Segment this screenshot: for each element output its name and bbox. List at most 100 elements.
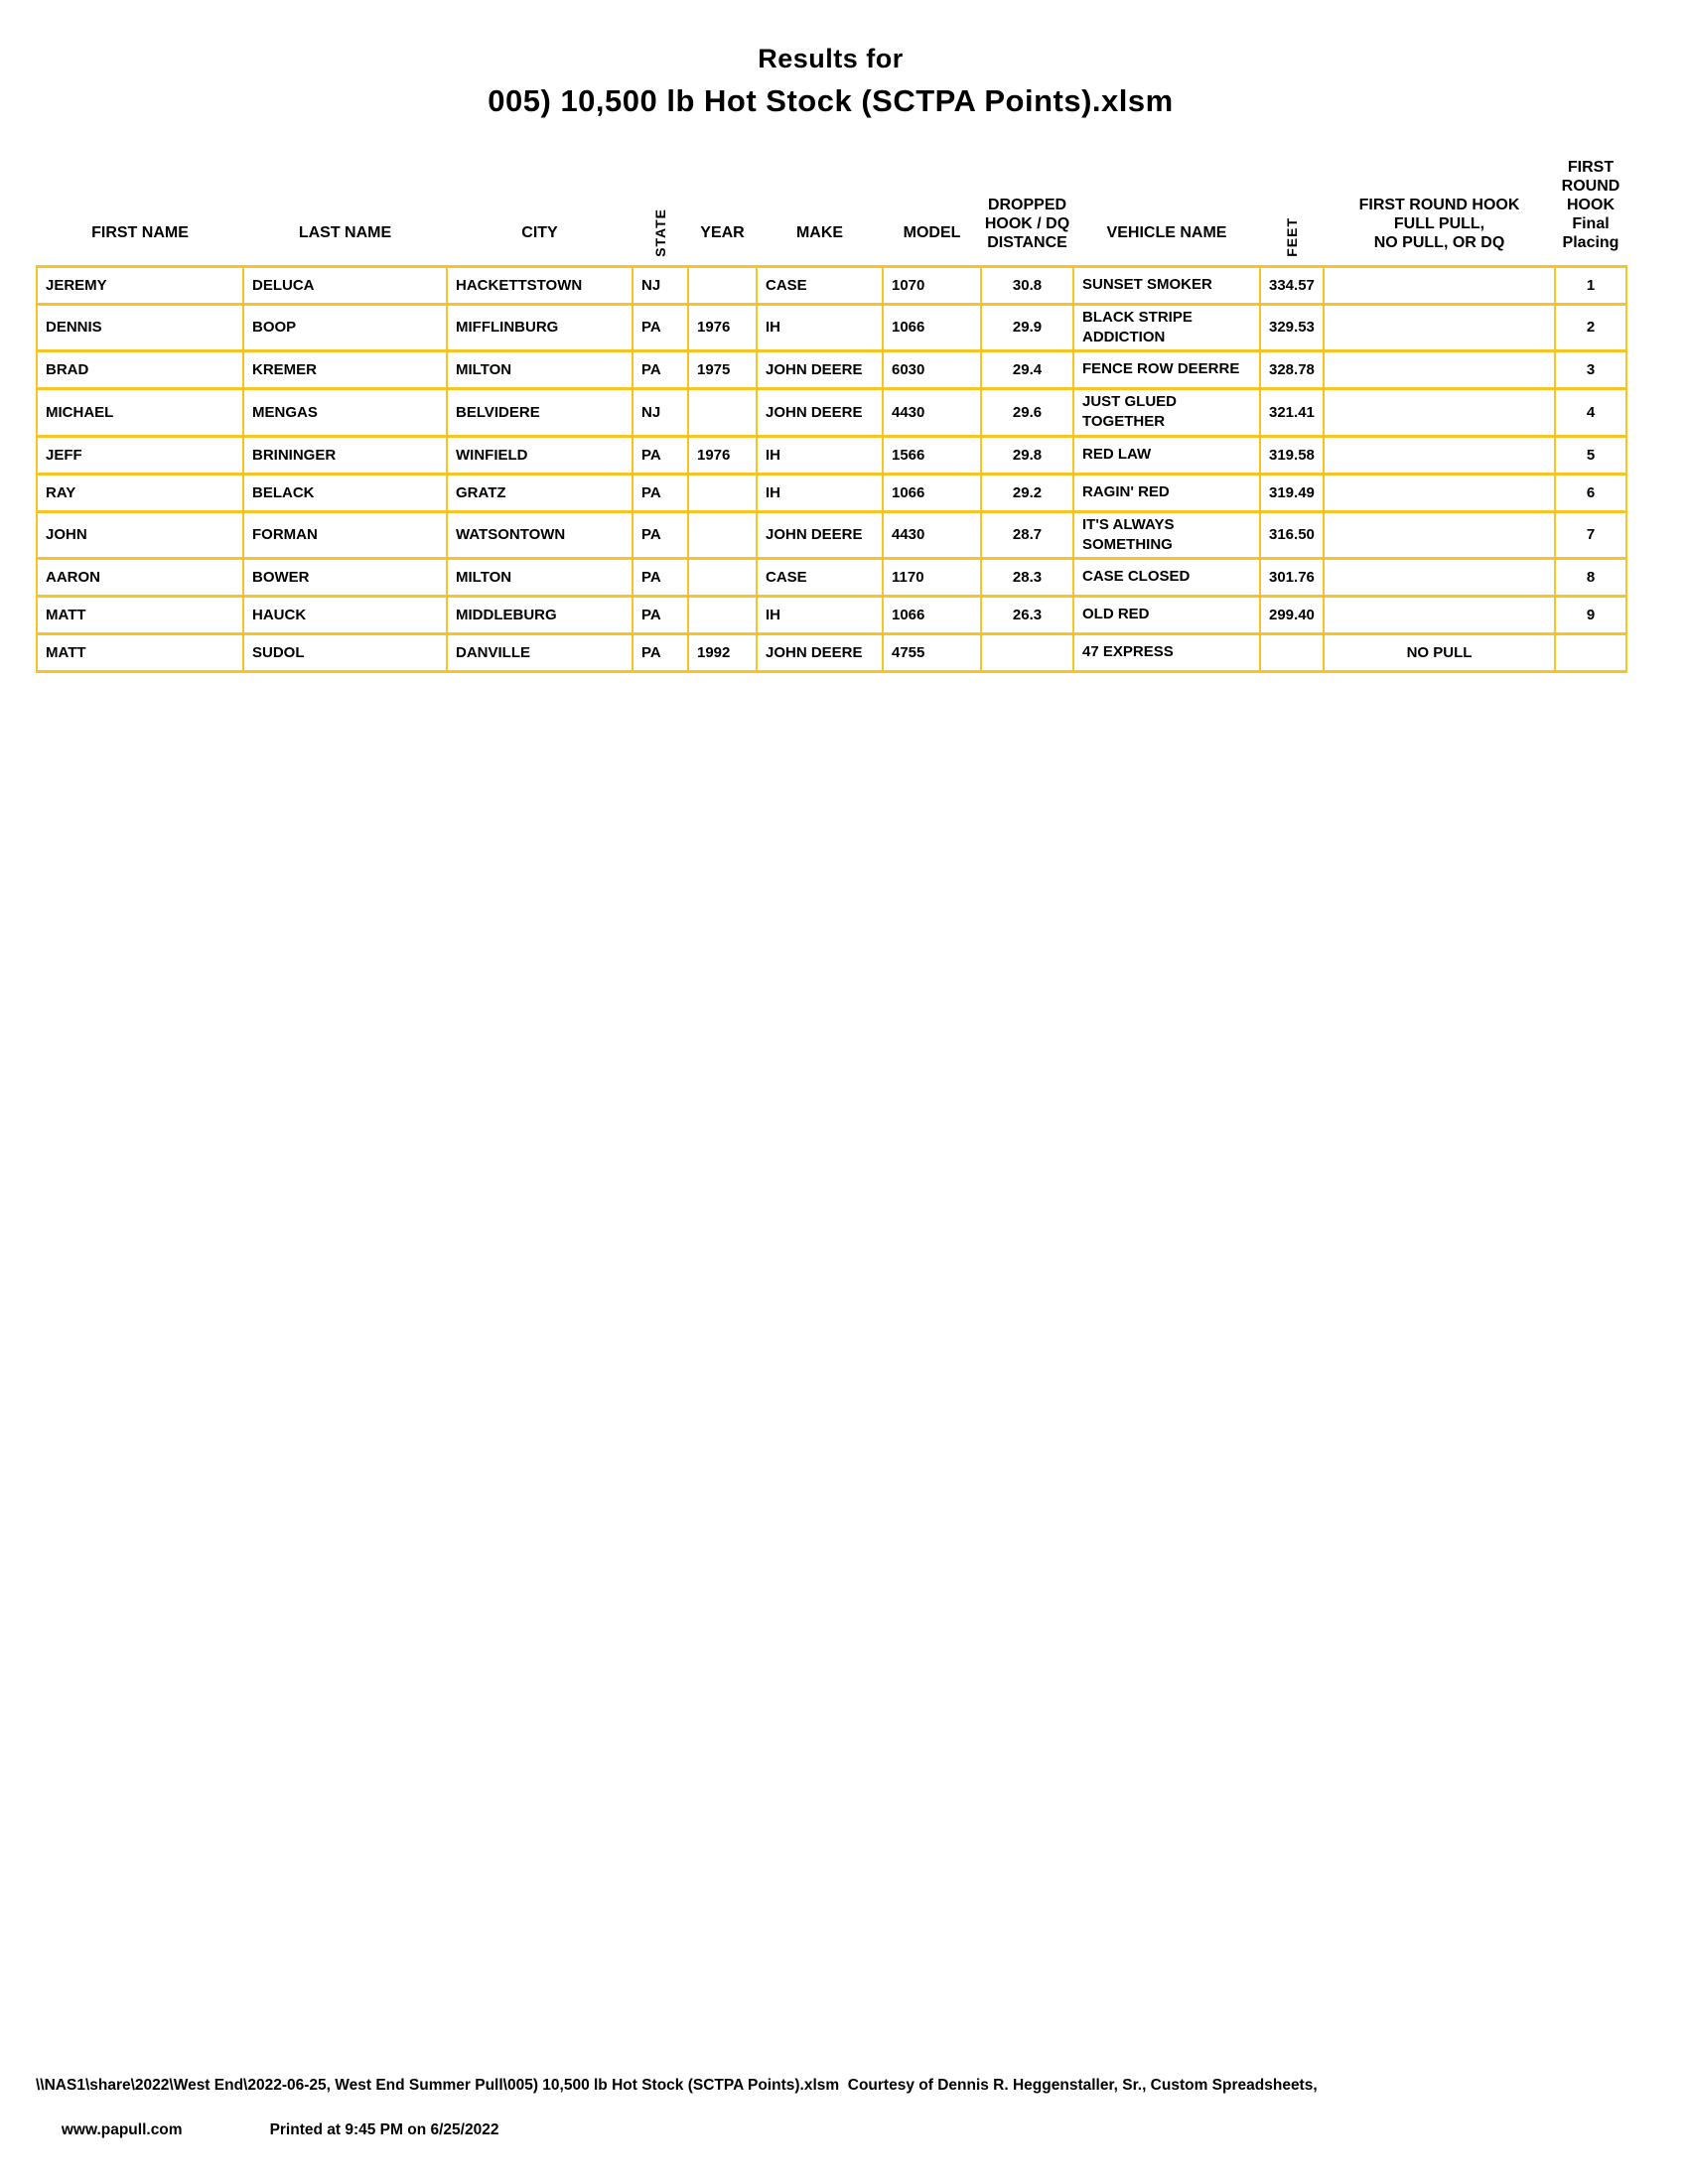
cell-first-name: JOHN [36, 509, 244, 560]
cell-final-placing: 6 [1554, 472, 1627, 513]
cell-first-name: AARON [36, 557, 244, 598]
cell-first-name: MICHAEL [36, 387, 244, 438]
cell-year: 1992 [687, 632, 758, 673]
cell-dropped-distance: 29.2 [980, 472, 1074, 513]
cell-last-name: BRININGER [242, 434, 448, 476]
cell-last-name: HAUCK [242, 595, 448, 635]
table-row: BRAD KREMER MILTON PA 1975 JOHN DEERE 60… [36, 349, 1627, 390]
cell-make: JOHN DEERE [756, 509, 884, 560]
cell-year: 1976 [687, 434, 758, 476]
cell-dropped-distance: 26.3 [980, 595, 1074, 635]
cell-make: IH [756, 472, 884, 513]
cell-vehicle-name: SUNSET SMOKER [1072, 264, 1261, 306]
col-header-model: MODEL [903, 224, 961, 242]
cell-final-placing: 8 [1554, 557, 1627, 598]
cell-first-round-result [1323, 509, 1556, 560]
table-body: JEREMY DELUCA HACKETTSTOWN NJ CASE 1070 … [36, 264, 1627, 673]
cell-first-name: JEREMY [36, 264, 244, 306]
cell-year [687, 387, 758, 438]
cell-city: MIDDLEBURG [446, 595, 633, 635]
cell-feet: 321.41 [1259, 387, 1325, 438]
cell-last-name: BOOP [242, 302, 448, 352]
cell-city: HACKETTSTOWN [446, 264, 633, 306]
cell-vehicle-name: RED LAW [1072, 434, 1261, 476]
cell-final-placing: 7 [1554, 509, 1627, 560]
cell-year: 1976 [687, 302, 758, 352]
table-row: MATT HAUCK MIDDLEBURG PA IH 1066 26.3 OL… [36, 595, 1627, 635]
cell-feet: 334.57 [1259, 264, 1325, 306]
cell-city: BELVIDERE [446, 387, 633, 438]
cell-year [687, 557, 758, 598]
cell-model: 1066 [882, 472, 982, 513]
footer-printed-timestamp: Printed at 9:45 PM on 6/25/2022 [269, 2121, 499, 2139]
cell-last-name: MENGAS [242, 387, 448, 438]
title-block: Results for 005) 10,500 lb Hot Stock (SC… [36, 44, 1625, 119]
footer-file-path: \\NAS1\share\2022\West End\2022-06-25, W… [36, 2077, 1318, 2094]
cell-city: MIFFLINBURG [446, 302, 633, 352]
cell-dropped-distance [980, 632, 1074, 673]
cell-last-name: KREMER [242, 349, 448, 390]
results-table: FIRST NAME LAST NAME CITY STATE YEAR MAK… [36, 139, 1627, 673]
cell-year [687, 472, 758, 513]
cell-year: 1975 [687, 349, 758, 390]
cell-feet: 329.53 [1259, 302, 1325, 352]
cell-model: 1070 [882, 264, 982, 306]
cell-feet: 328.78 [1259, 349, 1325, 390]
cell-final-placing: 4 [1554, 387, 1627, 438]
cell-dropped-distance: 29.6 [980, 387, 1074, 438]
footer-website: www.papull.com [61, 2121, 183, 2139]
cell-feet: 319.49 [1259, 472, 1325, 513]
cell-feet: 299.40 [1259, 595, 1325, 635]
col-header-first-name: FIRST NAME [91, 224, 189, 242]
cell-city: MILTON [446, 557, 633, 598]
cell-vehicle-name: RAGIN' RED [1072, 472, 1261, 513]
cell-first-round-result: NO PULL [1323, 632, 1556, 673]
col-header-city: CITY [521, 224, 558, 242]
cell-final-placing: 2 [1554, 302, 1627, 352]
cell-state: PA [632, 595, 689, 635]
state-vertical-label: STATE [651, 207, 668, 257]
cell-model: 4430 [882, 387, 982, 438]
col-header-make: MAKE [795, 224, 844, 242]
table-row: JEFF BRININGER WINFIELD PA 1976 IH 1566 … [36, 434, 1627, 476]
cell-dropped-distance: 28.7 [980, 509, 1074, 560]
cell-city: WATSONTOWN [446, 509, 633, 560]
table-header-row: FIRST NAME LAST NAME CITY STATE YEAR MAK… [37, 139, 1626, 266]
cell-model: 1066 [882, 302, 982, 352]
cell-state: PA [632, 509, 689, 560]
col-header-year: YEAR [700, 224, 745, 242]
cell-feet: 319.58 [1259, 434, 1325, 476]
cell-feet: 316.50 [1259, 509, 1325, 560]
cell-make: IH [756, 434, 884, 476]
cell-state: PA [632, 434, 689, 476]
cell-dropped-distance: 30.8 [980, 264, 1074, 306]
table-row: DENNIS BOOP MIFFLINBURG PA 1976 IH 1066 … [36, 302, 1627, 352]
cell-last-name: BELACK [242, 472, 448, 513]
cell-make: IH [756, 595, 884, 635]
cell-make: IH [756, 302, 884, 352]
cell-city: DANVILLE [446, 632, 633, 673]
table-row: RAY BELACK GRATZ PA IH 1066 29.2 RAGIN' … [36, 472, 1627, 513]
table-row: MATT SUDOL DANVILLE PA 1992 JOHN DEERE 4… [36, 632, 1627, 673]
cell-last-name: FORMAN [242, 509, 448, 560]
col-header-dropped-hook: DROPPED HOOK / DQ DISTANCE [984, 196, 1070, 252]
cell-year [687, 509, 758, 560]
cell-first-round-result [1323, 595, 1556, 635]
cell-vehicle-name: CASE CLOSED [1072, 557, 1261, 598]
cell-make: JOHN DEERE [756, 387, 884, 438]
cell-first-round-result [1323, 472, 1556, 513]
file-name-title: 005) 10,500 lb Hot Stock (SCTPA Points).… [488, 83, 1174, 118]
cell-final-placing [1554, 632, 1627, 673]
cell-vehicle-name: 47 EXPRESS [1072, 632, 1261, 673]
cell-year [687, 595, 758, 635]
cell-first-name: MATT [36, 632, 244, 673]
cell-first-round-result [1323, 349, 1556, 390]
table-row: JEREMY DELUCA HACKETTSTOWN NJ CASE 1070 … [36, 264, 1627, 306]
cell-make: JOHN DEERE [756, 349, 884, 390]
cell-first-round-result [1323, 302, 1556, 352]
cell-vehicle-name: JUST GLUED TOGETHER [1072, 387, 1261, 438]
cell-first-round-result [1323, 434, 1556, 476]
cell-dropped-distance: 29.8 [980, 434, 1074, 476]
cell-model: 1170 [882, 557, 982, 598]
